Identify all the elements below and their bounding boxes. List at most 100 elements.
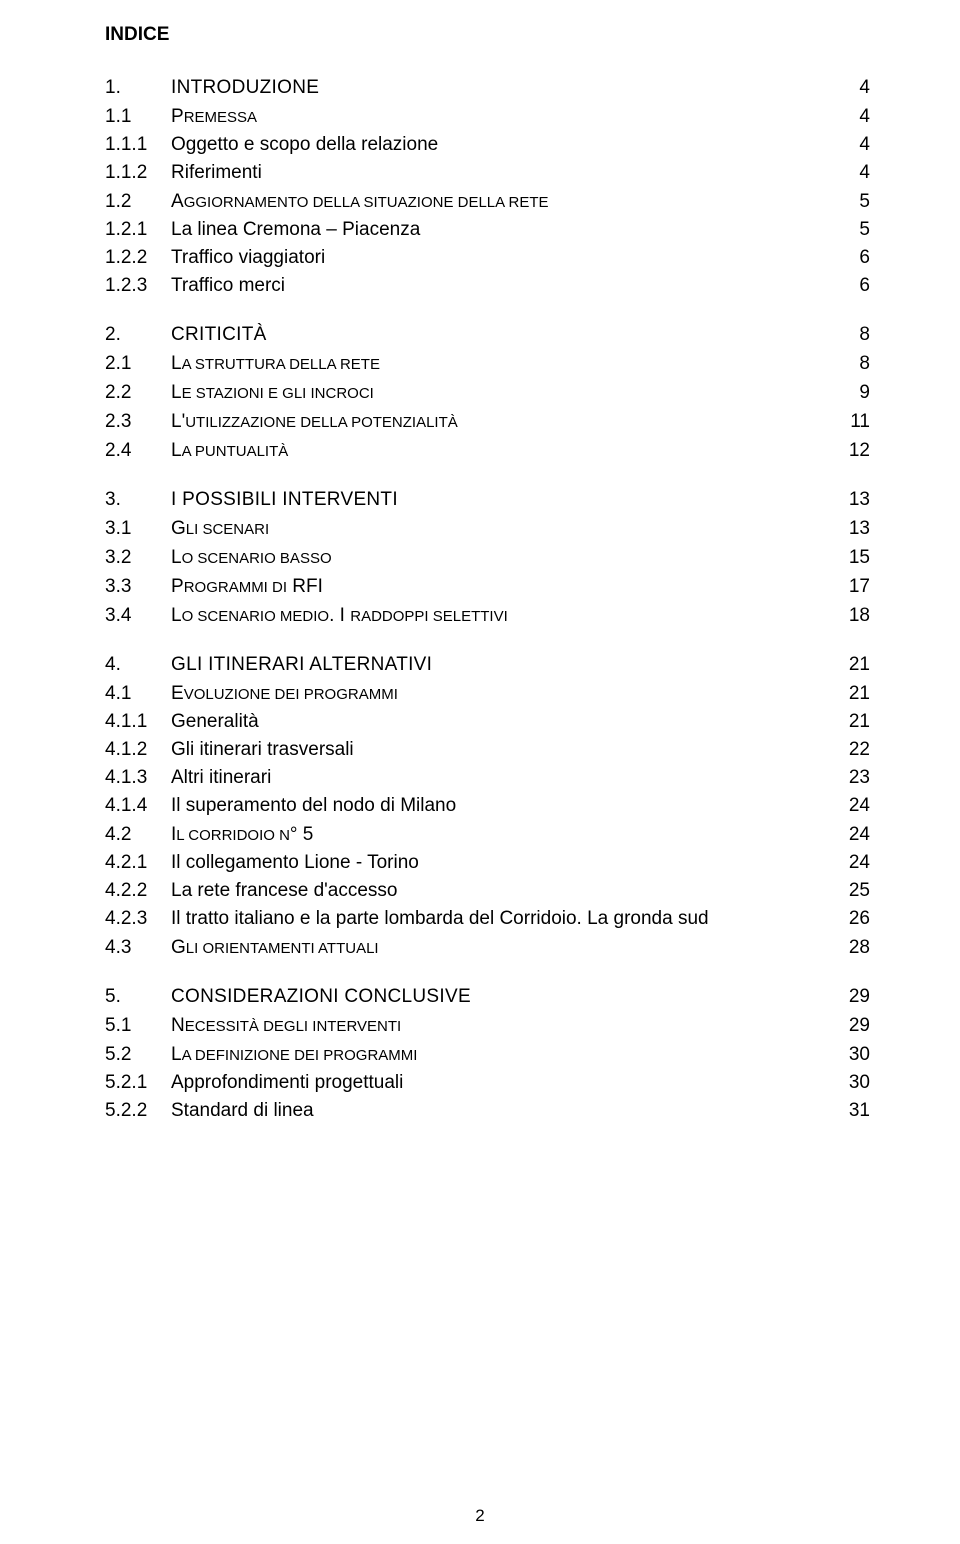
toc-entry-label: La linea Cremona – Piacenza: [171, 220, 420, 239]
toc-entry: 5.CONSIDERAZIONI CONCLUSIVE 29: [105, 987, 870, 1006]
toc-entry-number: 4.1.3: [105, 768, 171, 787]
toc-entry-left: 3.2LO SCENARIO BASSO: [105, 548, 332, 567]
toc-entry-label: AGGIORNAMENTO DELLA SITUAZIONE DELLA RET…: [171, 192, 549, 211]
toc-entry-left: 1.1.2Riferimenti: [105, 163, 262, 182]
toc-entry: 4.GLI ITINERARI ALTERNATIVI21: [105, 655, 870, 674]
toc-entry-page: 6: [840, 248, 870, 267]
toc-entry-number: 3.2: [105, 548, 171, 567]
toc-entry-number: 2.1: [105, 354, 171, 373]
toc-entry-label: EVOLUZIONE DEI PROGRAMMI: [171, 684, 398, 703]
toc-entry-left: 4.3GLI ORIENTAMENTI ATTUALI: [105, 938, 379, 957]
toc-entry-left: 5.1NECESSITÀ DEGLI INTERVENTI: [105, 1016, 401, 1035]
toc-entry-left: 1.2.1La linea Cremona – Piacenza: [105, 220, 420, 239]
toc-entry-left: 2.CRITICITÀ: [105, 325, 267, 344]
toc-entry-label: GLI ORIENTAMENTI ATTUALI: [171, 938, 379, 957]
toc-entry-page: 31: [840, 1101, 870, 1120]
toc-entry-label: LA STRUTTURA DELLA RETE: [171, 354, 380, 373]
toc-entry: 5.2.1Approfondimenti progettuali30: [105, 1073, 870, 1092]
toc-entry-page: 6: [840, 276, 870, 295]
toc-entry-page: 12: [840, 441, 870, 460]
footer-page-number: 2: [0, 1506, 960, 1526]
toc-entry-number: 1.1: [105, 107, 171, 126]
toc-entry-label: PREMESSA: [171, 107, 257, 126]
toc-entry-page: 9: [840, 383, 870, 402]
toc-entry-number: 3.4: [105, 606, 171, 625]
toc-entry: 2.4LA PUNTUALITÀ 12: [105, 441, 870, 460]
toc-entry-label: LO SCENARIO BASSO: [171, 548, 332, 567]
toc-entry-label: La rete francese d'accesso: [171, 881, 397, 900]
toc-entry: 4.2.3Il tratto italiano e la parte lomba…: [105, 909, 870, 928]
toc-entry-left: 1.2.2Traffico viaggiatori: [105, 248, 325, 267]
toc-entry-number: 2.: [105, 325, 171, 344]
toc-entry-left: 2.1LA STRUTTURA DELLA RETE: [105, 354, 380, 373]
toc-entry-page: 5: [840, 220, 870, 239]
toc-entry-label: PROGRAMMI DI RFI: [171, 577, 323, 596]
toc-entry-number: 4.2: [105, 825, 171, 844]
toc-entry-number: 5.2.1: [105, 1073, 171, 1092]
toc-entry-number: 4.1: [105, 684, 171, 703]
toc-entry-number: 5.2: [105, 1045, 171, 1064]
toc-entry: 1.INTRODUZIONE4: [105, 78, 870, 97]
toc-entry-page: 24: [840, 825, 870, 844]
toc-entry-number: 4.1.2: [105, 740, 171, 759]
toc-entry-number: 1.1.2: [105, 163, 171, 182]
toc-entry-label: IL CORRIDOIO N° 5: [171, 825, 313, 844]
toc-entry-left: 4.1.2Gli itinerari trasversali: [105, 740, 354, 759]
toc-entry-number: 4.1.1: [105, 712, 171, 731]
toc-entry: 4.1.1Generalità 21: [105, 712, 870, 731]
toc-entry-number: 1.2: [105, 192, 171, 211]
toc-entry: 4.3GLI ORIENTAMENTI ATTUALI 28: [105, 938, 870, 957]
toc-entry-label: NECESSITÀ DEGLI INTERVENTI: [171, 1016, 401, 1035]
toc-entry: 5.2.2Standard di linea31: [105, 1101, 870, 1120]
toc-entry-page: 13: [840, 490, 870, 509]
toc-entry-page: 18: [840, 606, 870, 625]
toc-title: INDICE: [105, 24, 870, 46]
toc-entry-number: 1.2.3: [105, 276, 171, 295]
toc-entry-left: 4.GLI ITINERARI ALTERNATIVI: [105, 655, 432, 674]
toc-entry-number: 1.2.1: [105, 220, 171, 239]
toc-entry-page: 28: [840, 938, 870, 957]
toc-entry-label: GLI SCENARI: [171, 519, 269, 538]
toc-entry-page: 24: [840, 853, 870, 872]
toc-entry-label: Standard di linea: [171, 1101, 314, 1120]
toc-entry-left: 2.3L'UTILIZZAZIONE DELLA POTENZIALITÀ: [105, 412, 458, 431]
toc-entry-number: 5.: [105, 987, 171, 1006]
toc-entry-page: 17: [840, 577, 870, 596]
toc-entry-label: Approfondimenti progettuali: [171, 1073, 403, 1092]
toc-entry-left: 4.2.3Il tratto italiano e la parte lomba…: [105, 909, 709, 928]
toc-entry-page: 30: [840, 1045, 870, 1064]
toc-entry-number: 3.: [105, 490, 171, 509]
toc-entry-label: Traffico merci: [171, 276, 285, 295]
toc-entry-page: 29: [840, 1016, 870, 1035]
toc-entry: 4.2.1Il collegamento Lione - Torino24: [105, 853, 870, 872]
toc-entry-page: 21: [840, 684, 870, 703]
toc-entry-left: 4.1.3Altri itinerari: [105, 768, 271, 787]
toc-entry: 4.2IL CORRIDOIO N° 5 24: [105, 825, 870, 844]
toc-entry-left: 2.4LA PUNTUALITÀ: [105, 441, 288, 460]
toc-entry-number: 4.2.3: [105, 909, 171, 928]
toc-entry: 2.3L'UTILIZZAZIONE DELLA POTENZIALITÀ 11: [105, 412, 870, 431]
toc-entry-number: 5.1: [105, 1016, 171, 1035]
toc-entry-page: 29: [840, 987, 870, 1006]
toc-entry-page: 8: [840, 354, 870, 373]
toc-entry-page: 11: [840, 412, 870, 431]
toc-entry-page: 24: [840, 796, 870, 815]
toc-entry-page: 4: [840, 163, 870, 182]
toc-entry-left: 4.1.4Il superamento del nodo di Milano: [105, 796, 456, 815]
toc-entry-label: GLI ITINERARI ALTERNATIVI: [171, 655, 432, 674]
toc-entry-page: 21: [840, 712, 870, 731]
toc-entry-number: 4.2.2: [105, 881, 171, 900]
toc-entry: 2.CRITICITÀ8: [105, 325, 870, 344]
toc-entry-number: 1.1.1: [105, 135, 171, 154]
toc-entry-page: 4: [840, 107, 870, 126]
toc-entry: 4.1.3Altri itinerari23: [105, 768, 870, 787]
toc-entry-label: Altri itinerari: [171, 768, 271, 787]
toc-entry-left: 5.CONSIDERAZIONI CONCLUSIVE: [105, 987, 471, 1006]
toc-entry: 1.2.3Traffico merci 6: [105, 276, 870, 295]
toc-entry-left: 5.2.1Approfondimenti progettuali: [105, 1073, 403, 1092]
toc-entry: 4.2.2La rete francese d'accesso25: [105, 881, 870, 900]
toc-entry-left: 4.1.1Generalità: [105, 712, 259, 731]
toc-entry-page: 4: [840, 78, 870, 97]
toc-entry-left: 1.1PREMESSA: [105, 107, 257, 126]
toc-entry-left: 5.2LA DEFINIZIONE DEI PROGRAMMI: [105, 1045, 417, 1064]
